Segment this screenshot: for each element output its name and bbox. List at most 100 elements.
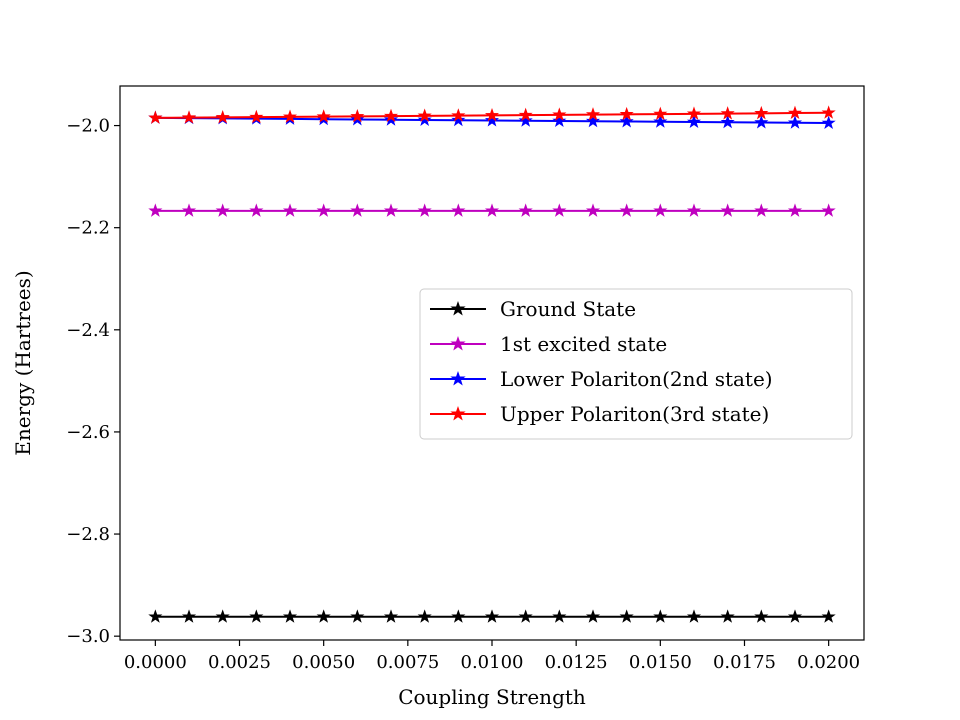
x-tick-label: 0.0000 [124, 652, 187, 673]
legend-label: Upper Polariton(3rd state) [500, 402, 769, 426]
legend: Ground State 1st excited state Lower Polar… [419, 288, 853, 440]
legend-label: Ground State [500, 297, 636, 321]
data-point-ground-state [383, 609, 399, 623]
data-point-upper-polariton-3rd-state [417, 108, 432, 122]
data-point-upper-polariton-3rd-state [316, 109, 331, 123]
x-tick-label: 0.0200 [797, 652, 860, 673]
data-point-1st-excited-state [350, 203, 365, 217]
data-point-ground-state [249, 609, 264, 623]
data-point-1st-excited-state [619, 203, 634, 217]
data-point-upper-polariton-3rd-state [754, 105, 769, 120]
y-tick-label: −2.8 [66, 524, 110, 545]
data-point-ground-state [417, 609, 432, 623]
data-point-ground-state [148, 609, 163, 623]
data-point-ground-state [215, 609, 230, 623]
data-point-lower-polariton-2nd-state [417, 112, 432, 126]
data-point-lower-polariton-2nd-state [484, 113, 500, 127]
x-tick-label: 0.0025 [208, 652, 271, 673]
data-point-1st-excited-state [484, 203, 500, 217]
data-point-upper-polariton-3rd-state [181, 110, 197, 124]
data-point-lower-polariton-2nd-state [686, 114, 702, 128]
data-point-ground-state [451, 609, 466, 623]
y-tick-label: −3.0 [66, 626, 110, 647]
data-point-ground-state [282, 609, 298, 623]
y-tick-label: −2.6 [66, 422, 110, 443]
data-point-upper-polariton-3rd-state [484, 107, 500, 122]
data-point-1st-excited-state [181, 203, 197, 217]
data-point-ground-state [316, 609, 331, 623]
x-tick-label: 0.0075 [376, 652, 439, 673]
data-point-ground-state [754, 609, 769, 623]
data-point-upper-polariton-3rd-state [552, 107, 567, 121]
data-point-ground-state [720, 609, 735, 623]
data-point-upper-polariton-3rd-state [249, 109, 264, 124]
data-point-1st-excited-state [249, 203, 264, 217]
data-point-upper-polariton-3rd-state [585, 107, 601, 121]
data-point-upper-polariton-3rd-state [720, 106, 735, 120]
x-tick-label: 0.0150 [629, 652, 692, 673]
data-point-upper-polariton-3rd-state [518, 107, 533, 122]
y-tick-label: −2.4 [66, 320, 110, 341]
data-point-1st-excited-state [518, 203, 533, 217]
data-point-1st-excited-state [821, 203, 836, 217]
y-axis: −3.0 −2.8 −2.6 −2.4 −2.2 −2.0 [66, 116, 120, 647]
data-point-ground-state [484, 609, 500, 623]
x-tick-label: 0.0175 [713, 652, 776, 673]
data-point-ground-state [552, 609, 567, 623]
data-point-upper-polariton-3rd-state [686, 106, 702, 120]
data-point-lower-polariton-2nd-state [585, 113, 601, 128]
legend-marker-star-icon [450, 370, 466, 386]
legend-label: Lower Polariton(2nd state) [500, 367, 773, 391]
data-point-1st-excited-state [653, 203, 668, 217]
data-point-lower-polariton-2nd-state [720, 114, 735, 129]
data-point-upper-polariton-3rd-state [451, 108, 466, 122]
x-axis-title: Coupling Strength [398, 685, 586, 709]
data-point-upper-polariton-3rd-state [350, 108, 365, 123]
legend-marker-star-icon [450, 300, 466, 316]
data-point-upper-polariton-3rd-state [821, 105, 836, 119]
legend-marker-star-icon [450, 405, 466, 421]
x-axis: 0.0000 0.0025 0.0050 0.0075 0.0100 0.0125 0.01… [124, 640, 860, 673]
data-point-upper-polariton-3rd-state [383, 108, 399, 123]
legend-label: 1st excited state [500, 332, 667, 356]
data-point-ground-state [585, 609, 601, 623]
x-tick-label: 0.0050 [292, 652, 355, 673]
data-point-lower-polariton-2nd-state [787, 115, 803, 129]
y-tick-label: −2.2 [66, 218, 110, 239]
data-point-upper-polariton-3rd-state [282, 109, 298, 123]
y-tick-label: −2.0 [66, 116, 110, 137]
legend-box [419, 288, 853, 440]
data-point-lower-polariton-2nd-state [619, 114, 634, 128]
data-point-1st-excited-state [215, 203, 230, 217]
data-point-1st-excited-state [585, 203, 601, 217]
data-point-lower-polariton-2nd-state [653, 114, 668, 128]
data-point-ground-state [787, 609, 803, 623]
data-point-ground-state [181, 609, 197, 623]
data-point-ground-state [350, 609, 365, 623]
data-point-1st-excited-state [316, 203, 331, 217]
data-point-1st-excited-state [754, 203, 769, 217]
data-point-upper-polariton-3rd-state [787, 105, 803, 120]
data-point-1st-excited-state [417, 203, 432, 217]
data-point-lower-polariton-2nd-state [821, 115, 836, 130]
data-point-1st-excited-state [787, 203, 803, 217]
data-point-1st-excited-state [720, 203, 735, 217]
legend-marker-star-icon [450, 335, 466, 351]
data-point-1st-excited-state [552, 203, 567, 217]
data-point-ground-state [686, 609, 702, 623]
data-point-1st-excited-state [451, 203, 466, 217]
x-tick-label: 0.0100 [461, 652, 524, 673]
data-point-lower-polariton-2nd-state [754, 115, 769, 129]
y-axis-title: Energy (Hartrees) [11, 270, 35, 455]
data-point-ground-state [653, 609, 668, 623]
data-point-lower-polariton-2nd-state [552, 113, 567, 127]
data-point-lower-polariton-2nd-state [518, 113, 533, 127]
data-point-1st-excited-state [383, 203, 399, 217]
data-point-1st-excited-state [686, 203, 702, 217]
data-point-upper-polariton-3rd-state [148, 110, 163, 124]
data-point-lower-polariton-2nd-state [451, 112, 466, 127]
plot-series-area [148, 105, 836, 623]
data-point-upper-polariton-3rd-state [653, 106, 668, 121]
data-point-ground-state [821, 609, 836, 623]
